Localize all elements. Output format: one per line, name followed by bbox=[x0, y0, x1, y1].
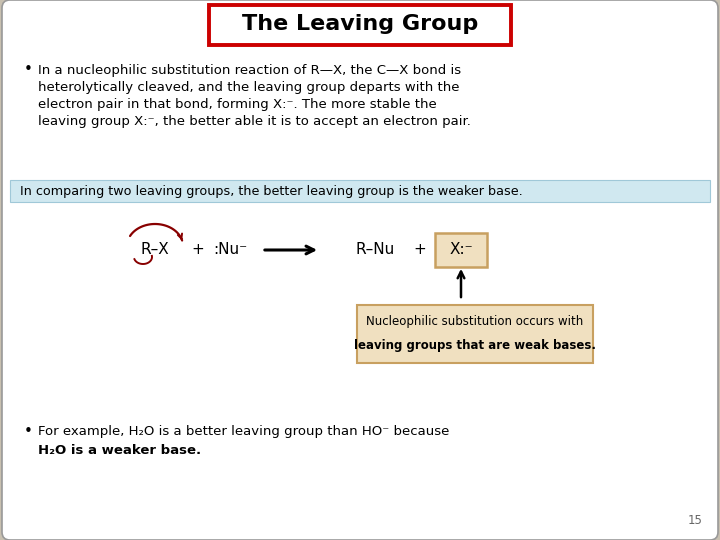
Text: H₂O is a weaker base.: H₂O is a weaker base. bbox=[38, 443, 201, 456]
Text: leaving groups that are weak bases.: leaving groups that are weak bases. bbox=[354, 340, 596, 353]
Text: •: • bbox=[24, 424, 33, 440]
Text: Nucleophilic substitution occurs with: Nucleophilic substitution occurs with bbox=[366, 315, 584, 328]
Bar bbox=[10, 180, 710, 202]
Text: R–X: R–X bbox=[140, 242, 169, 258]
Text: electron pair in that bond, forming X:⁻. The more stable the: electron pair in that bond, forming X:⁻.… bbox=[38, 98, 437, 111]
Text: X:⁻: X:⁻ bbox=[449, 242, 473, 258]
FancyBboxPatch shape bbox=[435, 233, 487, 267]
Text: leaving group X:⁻, the better able it is to accept an electron pair.: leaving group X:⁻, the better able it is… bbox=[38, 115, 471, 128]
Text: In a nucleophilic substitution reaction of R—X, the C—X bond is: In a nucleophilic substitution reaction … bbox=[38, 64, 461, 77]
Text: +: + bbox=[192, 242, 204, 258]
Text: For example, H₂O is a better leaving group than HO⁻ because: For example, H₂O is a better leaving gro… bbox=[38, 426, 449, 438]
Text: The Leaving Group: The Leaving Group bbox=[242, 14, 478, 34]
Text: R–Nu: R–Nu bbox=[356, 242, 395, 258]
FancyBboxPatch shape bbox=[357, 305, 593, 363]
FancyBboxPatch shape bbox=[209, 5, 511, 45]
Text: heterolytically cleaved, and the leaving group departs with the: heterolytically cleaved, and the leaving… bbox=[38, 81, 459, 94]
Text: +: + bbox=[413, 242, 426, 258]
Text: 15: 15 bbox=[688, 514, 703, 526]
Text: •: • bbox=[24, 62, 33, 77]
Text: :Nu⁻: :Nu⁻ bbox=[213, 242, 247, 258]
Text: In comparing two leaving groups, the better leaving group is the weaker base.: In comparing two leaving groups, the bet… bbox=[20, 185, 523, 198]
